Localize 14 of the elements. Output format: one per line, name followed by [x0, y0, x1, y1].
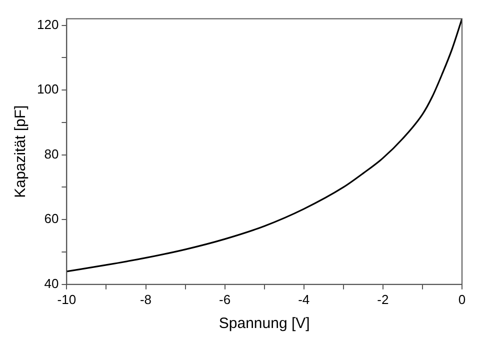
x-tick-label: 0	[458, 292, 466, 307]
x-tick-label: -6	[219, 292, 231, 307]
line-series	[66, 18, 462, 272]
y-tick-label: 60	[44, 211, 59, 226]
y-tick-label: 100	[36, 82, 59, 97]
x-axis-title: Spannung [V]	[218, 315, 310, 332]
y-tick-label: 40	[44, 276, 59, 291]
x-tick-label: -2	[377, 292, 389, 307]
y-tick-label: 120	[36, 16, 59, 32]
x-tick-label: -8	[140, 292, 152, 307]
y-axis-title: Kapazität [pF]	[12, 105, 30, 198]
x-tick-label: -4	[298, 292, 310, 307]
y-tick-label: 80	[44, 146, 59, 162]
x-tick-label: -10	[57, 292, 76, 307]
